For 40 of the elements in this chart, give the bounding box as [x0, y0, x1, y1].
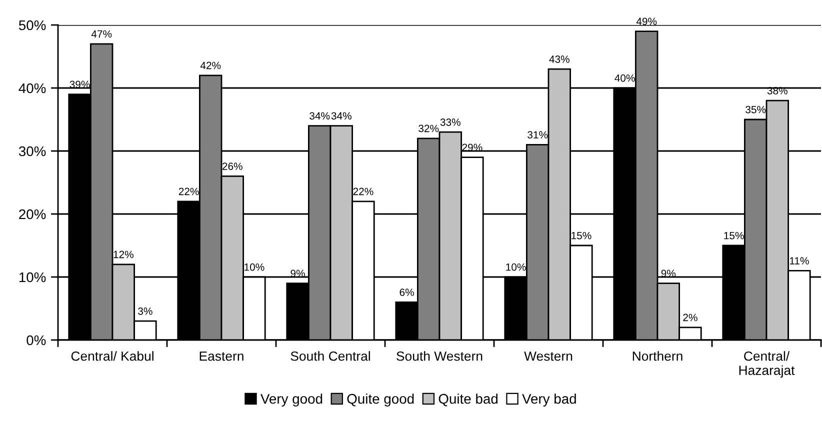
data-label: 12%: [114, 250, 134, 258]
data-label: 22%: [178, 188, 199, 196]
data-label: 15%: [572, 232, 592, 240]
data-label: 11%: [790, 257, 809, 264]
data-label: 10%: [244, 263, 264, 271]
x-tick-label: Central/ Hazarajat: [739, 351, 795, 378]
data-label: 43%: [549, 56, 570, 63]
data-label: 6%: [400, 288, 414, 296]
x-tick-label: South Central: [290, 351, 370, 361]
data-label: 33%: [440, 118, 460, 126]
y-tick-label: 30%: [18, 146, 46, 156]
data-label: 3%: [138, 308, 152, 315]
legend-label: Very bad: [522, 394, 576, 407]
data-label: 10%: [506, 263, 526, 271]
data-label: 2%: [683, 314, 698, 322]
data-label: 42%: [200, 62, 221, 70]
legend-label: Quite good: [347, 394, 414, 407]
data-label: 31%: [528, 131, 548, 138]
legend-label: Quite bad: [438, 394, 498, 406]
x-tick-label: Western: [524, 352, 572, 361]
data-label: 40%: [614, 74, 635, 82]
y-tick-label: 50%: [18, 20, 46, 30]
data-label: 26%: [222, 162, 242, 170]
data-label: 32%: [418, 124, 439, 132]
x-tick-label: South Western: [396, 351, 482, 361]
y-tick-label: 20%: [19, 209, 46, 220]
y-tick-label: 10%: [19, 272, 46, 282]
data-label: 47%: [91, 30, 112, 38]
x-tick-label: Central/ Kabul: [71, 351, 154, 361]
data-label: 34%: [310, 112, 330, 120]
x-tick-label: Northern: [632, 351, 682, 361]
legend-label: Very good: [260, 394, 322, 407]
y-tick-label: 40%: [18, 83, 46, 94]
data-label: 22%: [353, 188, 374, 196]
data-label: 49%: [636, 18, 657, 26]
y-tick-label: 0%: [26, 335, 46, 346]
data-label: 34%: [331, 112, 352, 120]
data-label: 15%: [724, 232, 744, 240]
data-label: 35%: [746, 106, 766, 114]
x-tick-label: Eastern: [200, 352, 244, 361]
